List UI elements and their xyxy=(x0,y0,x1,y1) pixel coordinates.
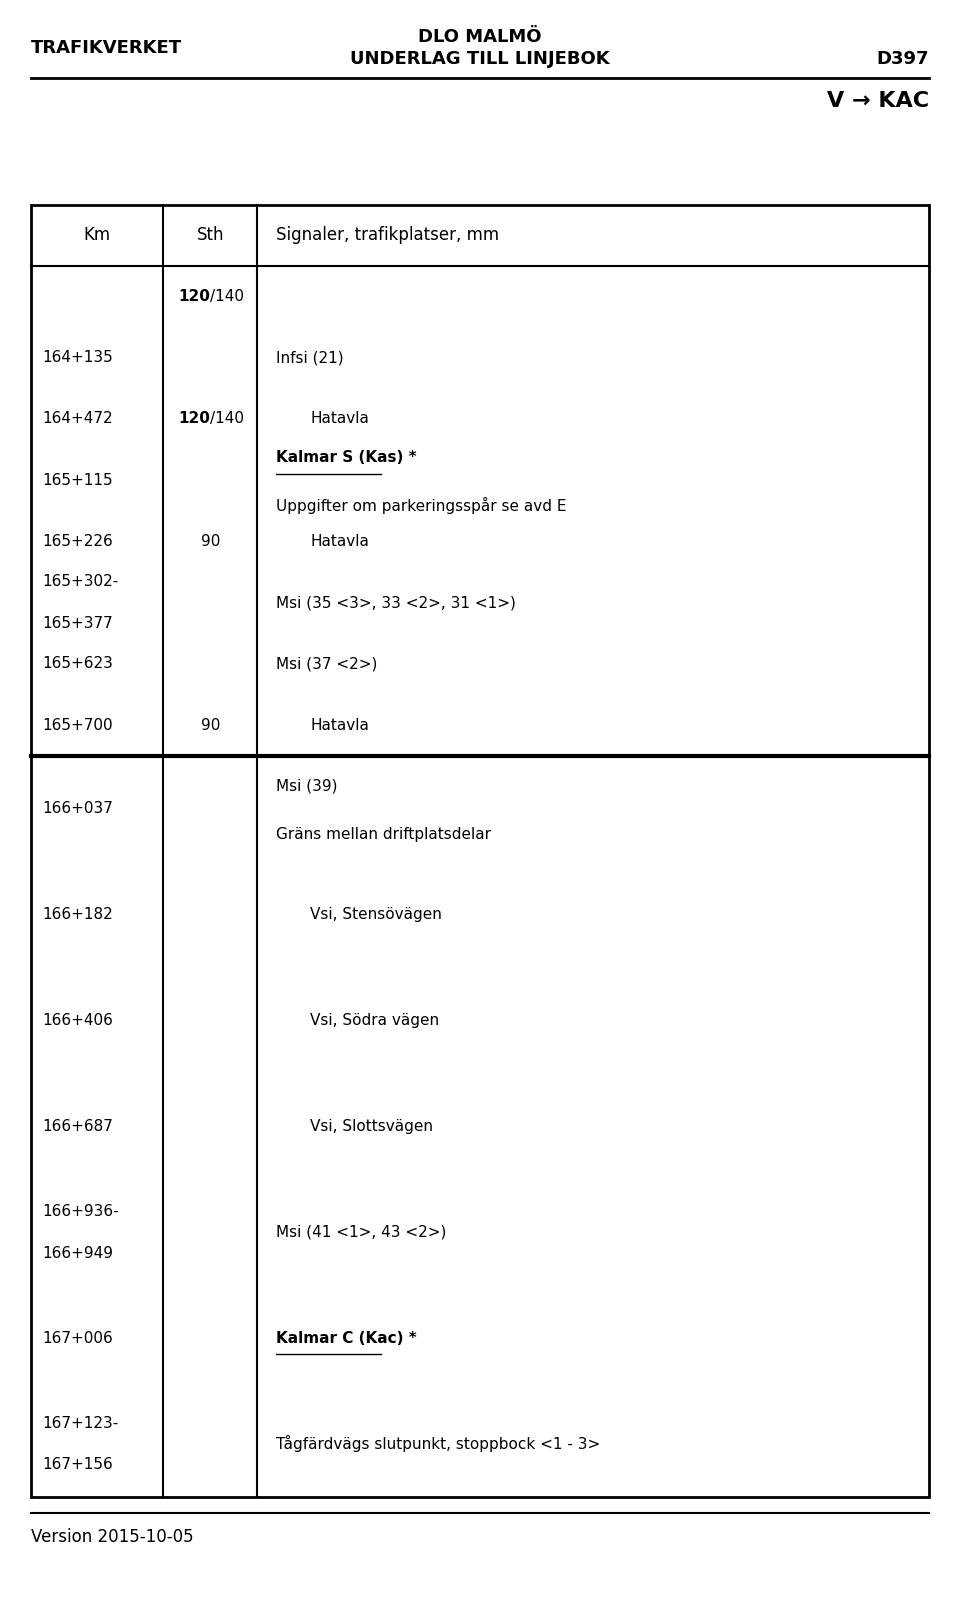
Text: 120: 120 xyxy=(179,411,210,426)
Text: Km: Km xyxy=(84,226,110,245)
Text: D397: D397 xyxy=(876,50,929,69)
Text: V → KAC: V → KAC xyxy=(828,91,929,110)
Text: Uppgifter om parkeringsspår se avd E: Uppgifter om parkeringsspår se avd E xyxy=(276,498,567,514)
Text: DLO MALMÖ: DLO MALMÖ xyxy=(419,27,541,46)
Text: Vsi, Slottsvägen: Vsi, Slottsvägen xyxy=(310,1119,433,1134)
Text: 166+687: 166+687 xyxy=(42,1119,113,1134)
Text: 165+377: 165+377 xyxy=(42,616,113,631)
Text: 120: 120 xyxy=(179,288,210,304)
Text: 165+226: 165+226 xyxy=(42,533,113,549)
Text: Hatavla: Hatavla xyxy=(310,411,369,426)
Text: Vsi, Södra vägen: Vsi, Södra vägen xyxy=(310,1013,440,1028)
Text: /140: /140 xyxy=(210,411,244,426)
Text: 90: 90 xyxy=(201,533,220,549)
Text: 165+623: 165+623 xyxy=(42,656,113,671)
Text: 167+156: 167+156 xyxy=(42,1457,113,1473)
Text: 166+936-: 166+936- xyxy=(42,1204,119,1218)
Text: 165+700: 165+700 xyxy=(42,717,113,733)
Text: 164+472: 164+472 xyxy=(42,411,113,426)
Text: 165+302-: 165+302- xyxy=(42,575,118,589)
Text: 165+115: 165+115 xyxy=(42,472,113,488)
Bar xyxy=(31,205,929,1497)
Text: 166+949: 166+949 xyxy=(42,1246,113,1260)
Text: 164+135: 164+135 xyxy=(42,351,113,365)
Text: Gräns mellan driftplatsdelar: Gräns mellan driftplatsdelar xyxy=(276,826,492,842)
Text: Msi (37 <2>): Msi (37 <2>) xyxy=(276,656,378,671)
Text: Msi (35 <3>, 33 <2>, 31 <1>): Msi (35 <3>, 33 <2>, 31 <1>) xyxy=(276,596,516,610)
Text: 166+037: 166+037 xyxy=(42,800,113,817)
Text: Kalmar S (Kas) *: Kalmar S (Kas) * xyxy=(276,450,417,466)
Text: Infsi (21): Infsi (21) xyxy=(276,351,344,365)
Text: 167+123-: 167+123- xyxy=(42,1415,118,1431)
Text: Hatavla: Hatavla xyxy=(310,533,369,549)
Text: 166+182: 166+182 xyxy=(42,908,113,922)
Text: TRAFIKVERKET: TRAFIKVERKET xyxy=(31,38,181,58)
Text: Hatavla: Hatavla xyxy=(310,717,369,733)
Text: Sth: Sth xyxy=(197,226,224,245)
Text: Tågfärdvägs slutpunkt, stoppbock <1 - 3>: Tågfärdvägs slutpunkt, stoppbock <1 - 3> xyxy=(276,1436,601,1452)
Text: 166+406: 166+406 xyxy=(42,1013,113,1028)
Text: Signaler, trafikplatser, mm: Signaler, trafikplatser, mm xyxy=(276,226,499,245)
Text: /140: /140 xyxy=(210,288,244,304)
Text: Vsi, Stensövägen: Vsi, Stensövägen xyxy=(310,908,442,922)
Text: Version 2015-10-05: Version 2015-10-05 xyxy=(31,1527,193,1547)
Text: Kalmar C (Kac) *: Kalmar C (Kac) * xyxy=(276,1330,418,1345)
Text: Msi (41 <1>, 43 <2>): Msi (41 <1>, 43 <2>) xyxy=(276,1225,446,1239)
Text: UNDERLAG TILL LINJEBOK: UNDERLAG TILL LINJEBOK xyxy=(350,50,610,69)
Text: 167+006: 167+006 xyxy=(42,1330,113,1345)
Text: Msi (39): Msi (39) xyxy=(276,778,338,794)
Text: 90: 90 xyxy=(201,717,220,733)
